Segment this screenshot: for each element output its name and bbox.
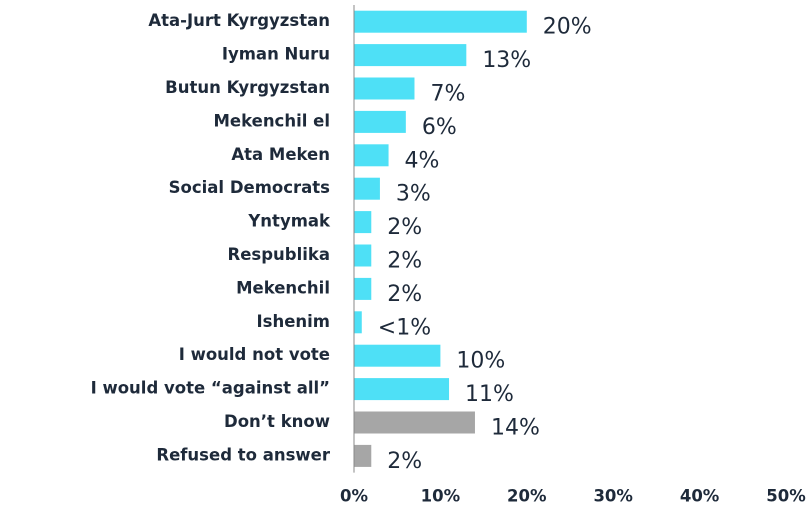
bar bbox=[354, 378, 450, 401]
value-label: 3% bbox=[396, 182, 431, 207]
value-label: <1% bbox=[378, 315, 431, 340]
value-label: 10% bbox=[456, 349, 505, 374]
category-label: Refused to answer bbox=[156, 445, 330, 464]
x-tick-label: 30% bbox=[593, 487, 633, 506]
category-label: Respublika bbox=[227, 245, 330, 264]
category-label: Yntymak bbox=[247, 212, 331, 231]
category-label: I would vote “against all” bbox=[91, 379, 330, 398]
x-tick-label: 0% bbox=[340, 487, 368, 506]
category-label: Mekenchil bbox=[236, 278, 330, 297]
value-label: 7% bbox=[430, 82, 465, 107]
value-label: 2% bbox=[387, 249, 422, 274]
x-tick-label: 10% bbox=[421, 487, 461, 506]
x-tick-label: 20% bbox=[507, 487, 547, 506]
bar bbox=[354, 244, 372, 267]
x-tick-label: 50% bbox=[766, 487, 806, 506]
category-label: Don’t know bbox=[224, 412, 330, 431]
category-label: Butun Kyrgyzstan bbox=[165, 78, 330, 97]
category-label: I would not vote bbox=[179, 345, 330, 364]
category-label: Social Democrats bbox=[169, 178, 331, 197]
bar bbox=[354, 144, 389, 167]
value-label: 2% bbox=[387, 449, 422, 474]
bar bbox=[354, 177, 380, 200]
bar bbox=[354, 277, 372, 300]
category-label: Ata Meken bbox=[231, 145, 330, 164]
category-label: Ata-Jurt Kyrgyzstan bbox=[148, 11, 330, 30]
value-label: 4% bbox=[405, 148, 440, 173]
x-tick-label: 40% bbox=[680, 487, 720, 506]
value-label: 6% bbox=[422, 115, 457, 140]
category-label: Ishenim bbox=[257, 312, 331, 331]
bar bbox=[354, 211, 372, 234]
category-label: Mekenchil el bbox=[213, 111, 330, 130]
bar bbox=[354, 311, 362, 334]
bar bbox=[354, 10, 527, 33]
bar bbox=[354, 77, 415, 100]
bar bbox=[354, 344, 441, 367]
value-label: 11% bbox=[465, 382, 514, 407]
value-label: 13% bbox=[482, 48, 531, 73]
value-label: 2% bbox=[387, 215, 422, 240]
bar bbox=[354, 110, 406, 133]
value-label: 14% bbox=[491, 416, 540, 441]
value-label: 2% bbox=[387, 282, 422, 307]
value-label: 20% bbox=[543, 15, 592, 40]
bar bbox=[354, 44, 467, 67]
bar bbox=[354, 444, 372, 467]
category-label: Iyman Nuru bbox=[222, 45, 330, 64]
bar bbox=[354, 411, 475, 434]
